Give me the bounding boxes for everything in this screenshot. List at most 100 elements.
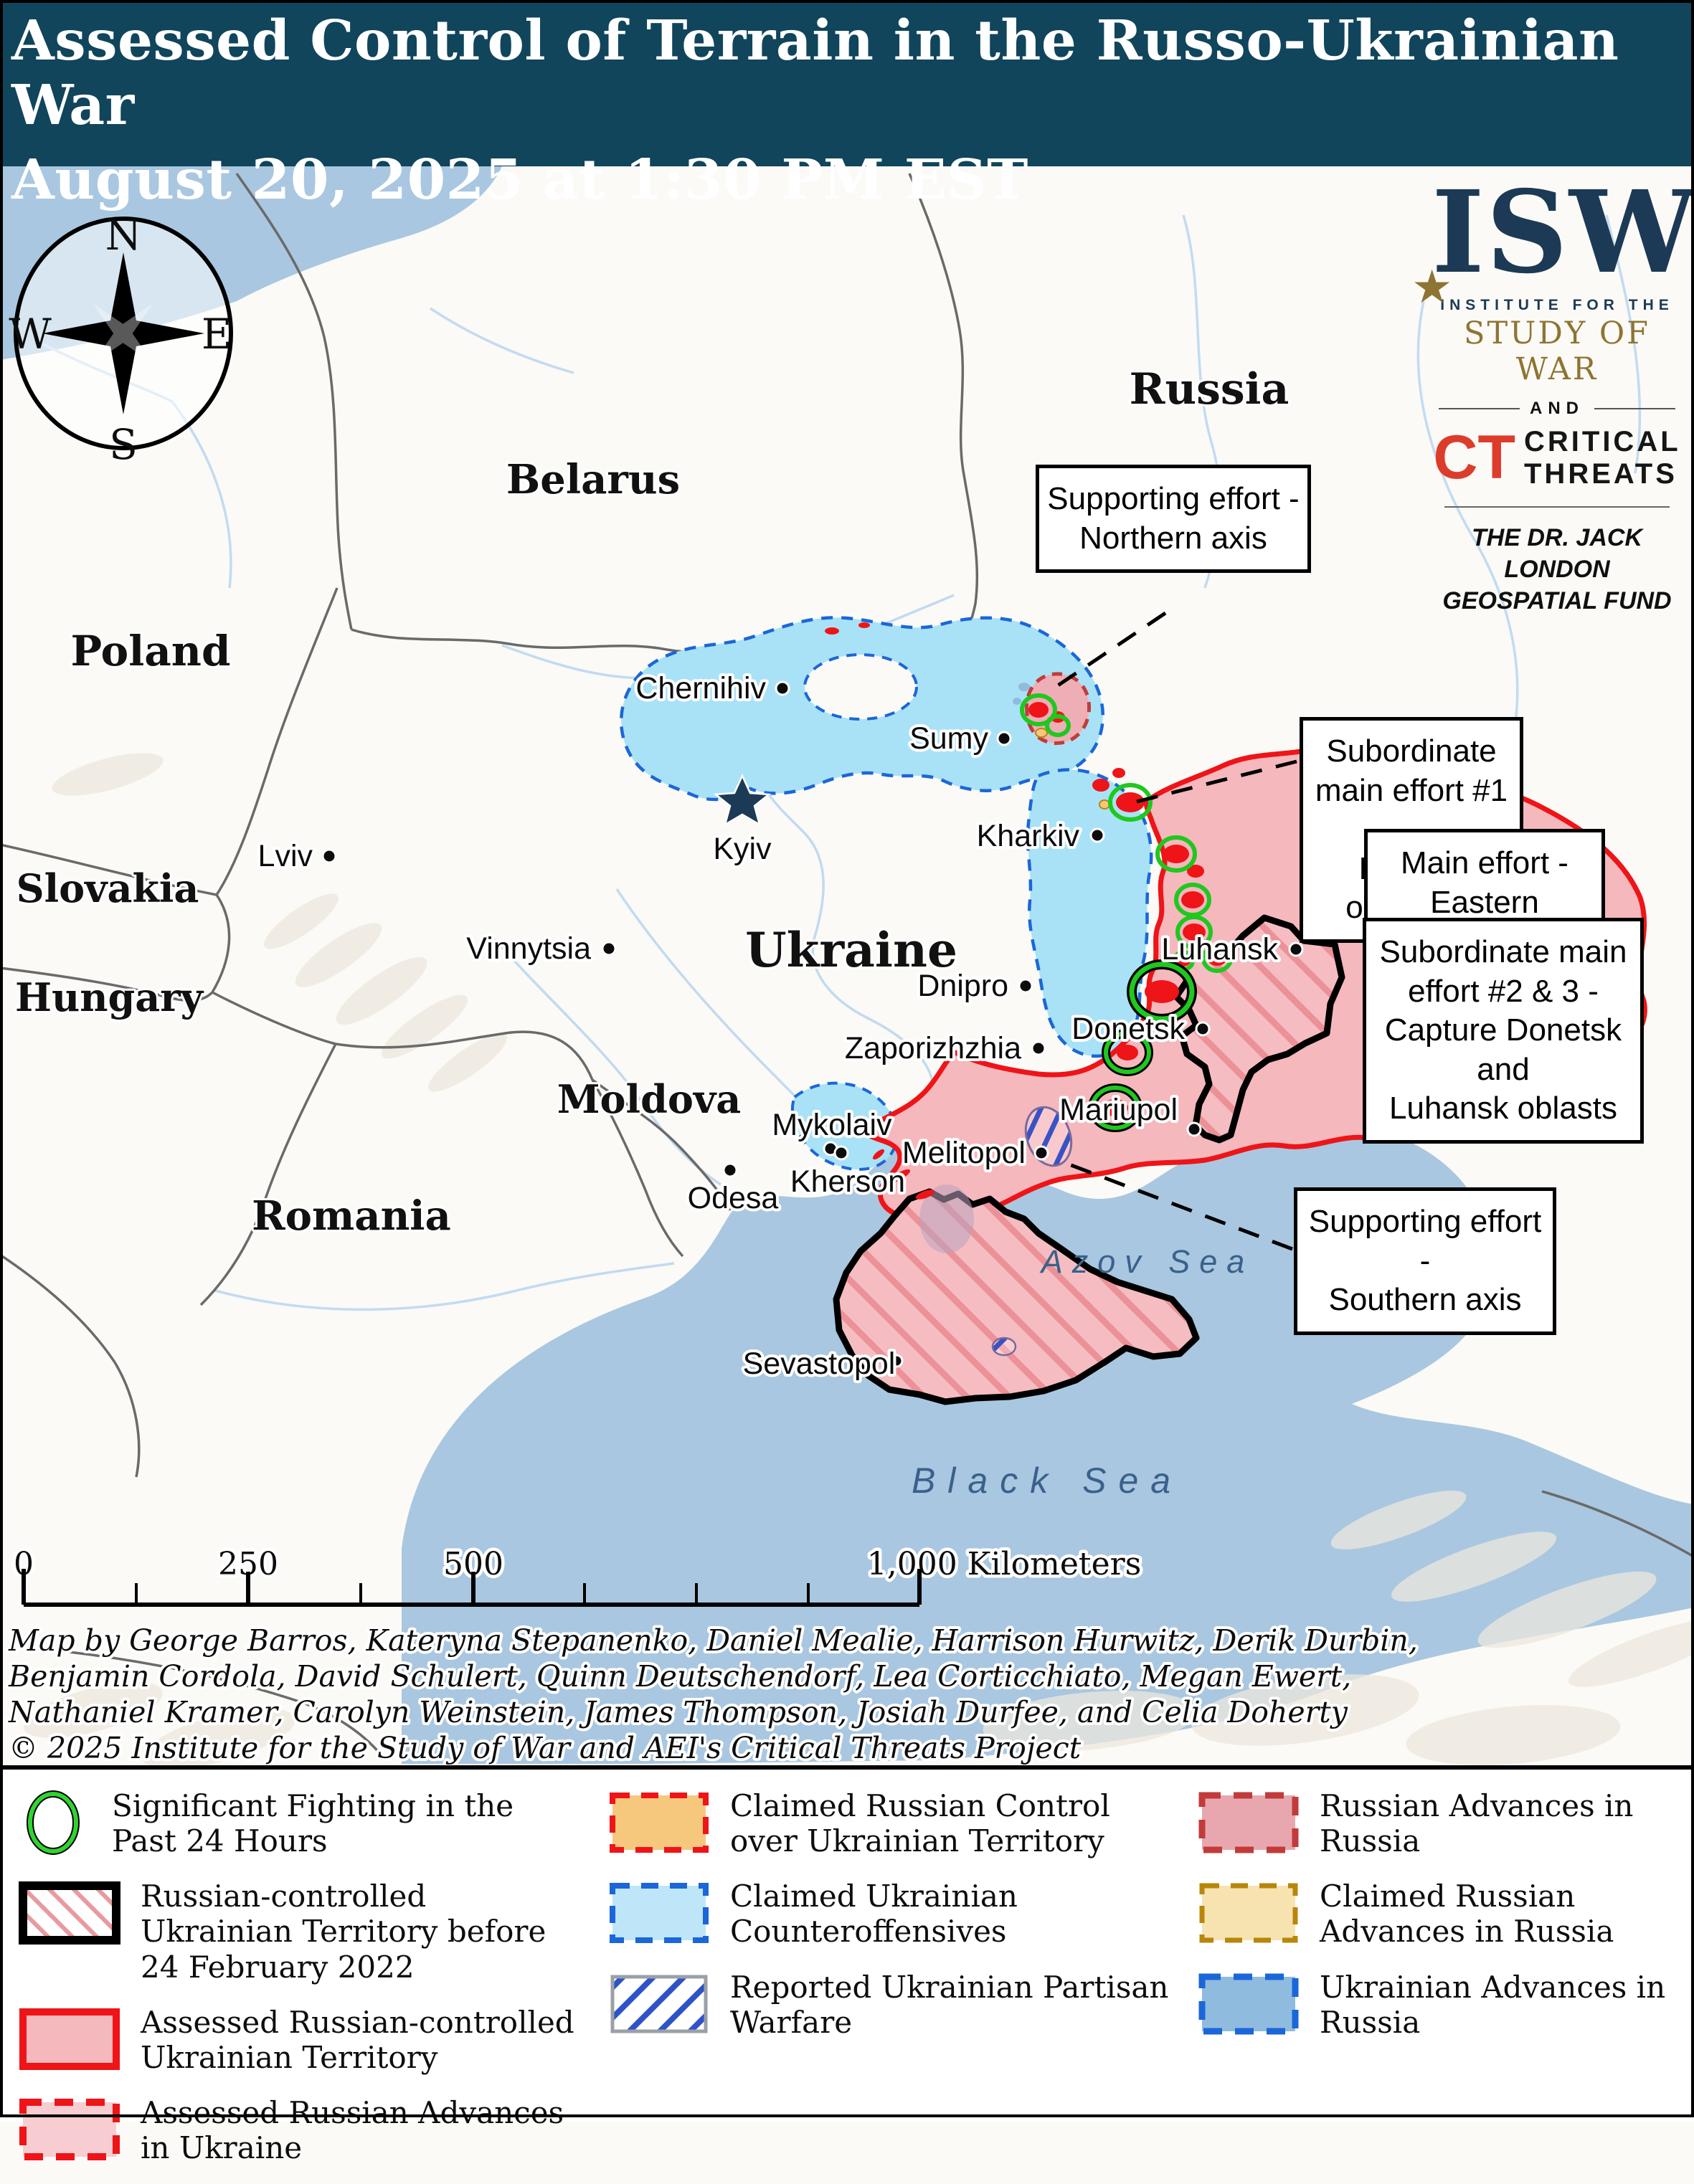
city-label-melitopol: Melitopol: [902, 1136, 1026, 1170]
claimed-russian-control-swatch-icon: [610, 1793, 709, 1853]
legend-item-assessed-russian-advances: Assessed Russian Advances in Ukraine: [16, 2094, 590, 2165]
city-dot-odesa: [722, 1162, 738, 1178]
ct-threats-text: THREATS: [1524, 457, 1678, 490]
logo-divider-line: [1444, 505, 1670, 508]
isw-study-of-war-text: STUDY OF WAR: [1464, 315, 1650, 387]
city-label-sevastopol: Sevastopol: [743, 1347, 896, 1381]
city-dot-sevastopol: [889, 1354, 904, 1368]
callout-southern-axis: Supporting effort - Southern axis: [1294, 1187, 1556, 1335]
city-dot-melitopol: [1033, 1145, 1049, 1161]
city-label-sumy: Sumy: [909, 721, 988, 756]
compass-w: W: [9, 310, 52, 359]
compass-e: E: [202, 310, 232, 359]
city-dot-kharkiv: [1089, 827, 1105, 843]
sea-labels: Azov Sea Black Sea: [912, 1243, 1254, 1501]
city-label-lviv: Lviv: [258, 839, 313, 873]
scale-500: 500: [443, 1546, 503, 1582]
title-bar: Assessed Control of Terrain in the Russo…: [0, 0, 1694, 212]
city-dot-kherson: [833, 1145, 849, 1161]
credits-block: Map by George Barros, Kateryna Stepanenk…: [5, 1620, 1421, 1765]
isw-institute-text: INSTITUTE FOR THE: [1440, 297, 1674, 313]
terrain-shading: [24, 753, 1694, 1765]
country-labels: Belarus Russia Poland Slovakia Hungary M…: [13, 362, 1291, 1242]
logo-and-text: AND: [1530, 399, 1584, 418]
city-label-luhansk: Luhansk: [1161, 932, 1278, 967]
russian-advances-in-russia-swatch-icon: [1198, 1792, 1299, 1853]
fund-line-1: THE DR. JACK LONDON: [1471, 523, 1643, 583]
country-belarus: Belarus: [506, 456, 680, 503]
fund-line-2: GEOSPATIAL FUND: [1442, 587, 1672, 614]
city-dot-mariupol: [1186, 1121, 1202, 1137]
kyiv-capital-star: [713, 773, 772, 827]
assessed-russian-controlled-swatch-icon: [19, 2008, 120, 2070]
claimed-russian-advances-in-russia-swatch-icon: [1199, 1883, 1298, 1943]
significant-fighting-circles: [1020, 693, 1233, 1132]
legend-item-partisan-warfare: Reported Ukrainian Partisan Warfare: [605, 1968, 1179, 2040]
city-dot-chernihiv: [775, 680, 790, 696]
scale-1000: 1,000 Kilometers: [867, 1546, 1142, 1582]
black-sea-label: Black Sea: [912, 1461, 1183, 1501]
city-dot-zaporizhzhia: [1031, 1040, 1046, 1056]
assessed-russian-advances-swatch-icon: [19, 2098, 120, 2160]
significant-fighting-swatch-icon: [27, 1790, 80, 1855]
partisan-warfare-swatch-icon: [610, 1975, 708, 2033]
claimed-ukrainian-counteroffensives-swatch-icon: [610, 1883, 709, 1944]
city-dot-donetsk: [1195, 1021, 1211, 1037]
pre-2022-russian-controlled: [833, 914, 1345, 1405]
city-label-kharkiv: Kharkiv: [977, 819, 1080, 853]
map-area: N E S W Azov Sea Black Sea Belarus Russi…: [0, 166, 1694, 1765]
legend-item-russian-advances-in-russia: Russian Advances in Russia: [1195, 1787, 1690, 1858]
city-dot-luhansk: [1288, 941, 1304, 957]
legend-item-claimed-russian-control: Claimed Russian Control over Ukrainian T…: [605, 1787, 1179, 1858]
legend-item-claimed-russian-advances-in-russia: Claimed Russian Advances in Russia: [1195, 1877, 1690, 1949]
city-label-dnipro: Dnipro: [917, 969, 1008, 1003]
ct-monogram: CT: [1433, 423, 1515, 493]
city-label-mykolaiv: Mykolaiv: [772, 1108, 892, 1142]
legend: Significant Fighting in the Past 24 Hour…: [0, 1765, 1694, 2165]
callout-northern-axis: Supporting effort - Northern axis: [1036, 465, 1311, 574]
compass-s: S: [109, 420, 138, 469]
callout-leader-lines: [1054, 611, 1297, 1251]
title-line-2: August 20, 2025 at 1:30 PM EST: [11, 148, 1028, 212]
scale-bar: 0 250 500 1,000 Kilometers: [11, 1543, 1145, 1607]
city-label-kyiv: Kyiv: [713, 832, 772, 866]
credits-line-4: © 2025 Institute for the Study of War an…: [9, 1731, 1082, 1765]
compass-n: N: [105, 211, 142, 260]
legend-item-ukrainian-advances-in-russia: Ukrainian Advances in Russia: [1195, 1968, 1690, 2040]
isw-wordmark: ISW: [1432, 166, 1694, 299]
ct-critical-text: CRITICAL: [1524, 426, 1681, 457]
compass-rose: N E S W: [9, 211, 233, 469]
city-label-mariupol: Mariupol: [1059, 1093, 1178, 1127]
country-ukraine: Ukraine: [745, 922, 957, 978]
azov-sea-label: Azov Sea: [1039, 1243, 1254, 1280]
callout-donetsk-luhansk: Subordinate main effort #2 & 3 - Capture…: [1363, 918, 1644, 1144]
country-romania: Romania: [252, 1192, 451, 1240]
isw-gold-star-icon: ★: [1411, 261, 1453, 313]
claimed-russian-advance-mark: [1099, 799, 1110, 809]
legend-item-assessed-russian-controlled: Assessed Russian-controlled Ukrainian Te…: [16, 2003, 590, 2075]
city-dot-dnipro: [1018, 978, 1033, 994]
city-labels: Chernihiv Sumy Kyiv Kharkiv Lviv Vinnyts…: [255, 668, 1282, 1384]
country-poland: Poland: [70, 627, 230, 675]
city-label-vinnytsia: Vinnytsia: [466, 931, 591, 966]
city-label-chernihiv: Chernihiv: [635, 671, 766, 706]
isw-ct-logo: ★ ISW INSTITUTE FOR THE STUDY OF WAR AND…: [1411, 176, 1694, 617]
legend-item-claimed-ukrainian-counteroffensives: Claimed Ukrainian Counteroffensives: [605, 1877, 1179, 1949]
pre-2022-territory-swatch-icon: [19, 1881, 120, 1945]
country-moldova: Moldova: [557, 1076, 741, 1122]
title-line-1: Assessed Control of Terrain in the Russo…: [11, 9, 1619, 138]
legend-item-significant-fighting: Significant Fighting in the Past 24 Hour…: [16, 1787, 590, 1858]
logo-and-divider: AND: [1439, 399, 1675, 419]
country-russia: Russia: [1130, 364, 1290, 414]
country-borders: [0, 173, 1693, 1760]
credits-line-2: Benjamin Cordola, David Schulert, Quinn …: [8, 1659, 1351, 1694]
city-label-donetsk: Donetsk: [1071, 1012, 1185, 1046]
country-slovakia: Slovakia: [16, 865, 199, 911]
claimed-russian-advance-mark: [1035, 728, 1048, 738]
credits-line-1: Map by George Barros, Kateryna Stepanenk…: [8, 1623, 1418, 1658]
city-markers: [321, 680, 1304, 1368]
city-label-kherson: Kherson: [790, 1164, 905, 1199]
credits-line-3: Nathaniel Kramer, Carolyn Weinstein, Jam…: [8, 1695, 1348, 1729]
claimed-ukrainian-counteroffensives: [619, 616, 1153, 1171]
city-dot-sumy: [996, 731, 1012, 746]
